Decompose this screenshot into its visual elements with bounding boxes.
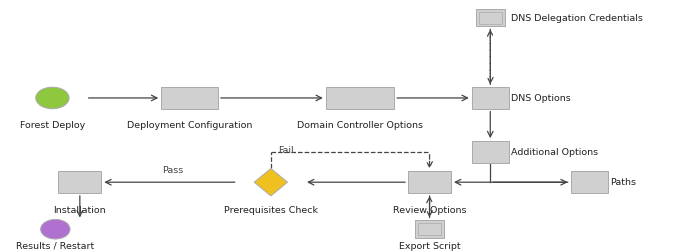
Bar xyxy=(472,87,509,109)
Text: Forest Deploy: Forest Deploy xyxy=(20,121,85,131)
Text: Fail: Fail xyxy=(277,146,294,155)
Bar xyxy=(415,220,444,238)
Bar xyxy=(418,223,441,235)
Bar xyxy=(479,12,502,23)
Bar xyxy=(58,171,101,193)
Text: DNS Options: DNS Options xyxy=(511,94,570,103)
Text: Results / Restart: Results / Restart xyxy=(16,242,95,251)
Bar xyxy=(326,87,394,109)
Bar xyxy=(570,171,608,193)
Text: Export Script: Export Script xyxy=(399,242,460,251)
Text: DNS Delegation Credentials: DNS Delegation Credentials xyxy=(511,14,643,23)
Text: Installation: Installation xyxy=(53,206,106,215)
Bar xyxy=(408,171,451,193)
Text: Prerequisites Check: Prerequisites Check xyxy=(224,206,318,215)
Text: Review Options: Review Options xyxy=(393,206,466,215)
Polygon shape xyxy=(254,169,288,196)
Ellipse shape xyxy=(36,87,69,109)
Bar xyxy=(476,9,505,26)
Bar xyxy=(472,141,509,163)
Text: Paths: Paths xyxy=(610,178,636,187)
Text: Additional Options: Additional Options xyxy=(511,148,598,157)
Text: Deployment Configuration: Deployment Configuration xyxy=(127,121,252,131)
Bar xyxy=(161,87,218,109)
Text: Domain Controller Options: Domain Controller Options xyxy=(297,121,423,131)
Ellipse shape xyxy=(40,219,70,239)
Text: Pass: Pass xyxy=(162,166,184,175)
